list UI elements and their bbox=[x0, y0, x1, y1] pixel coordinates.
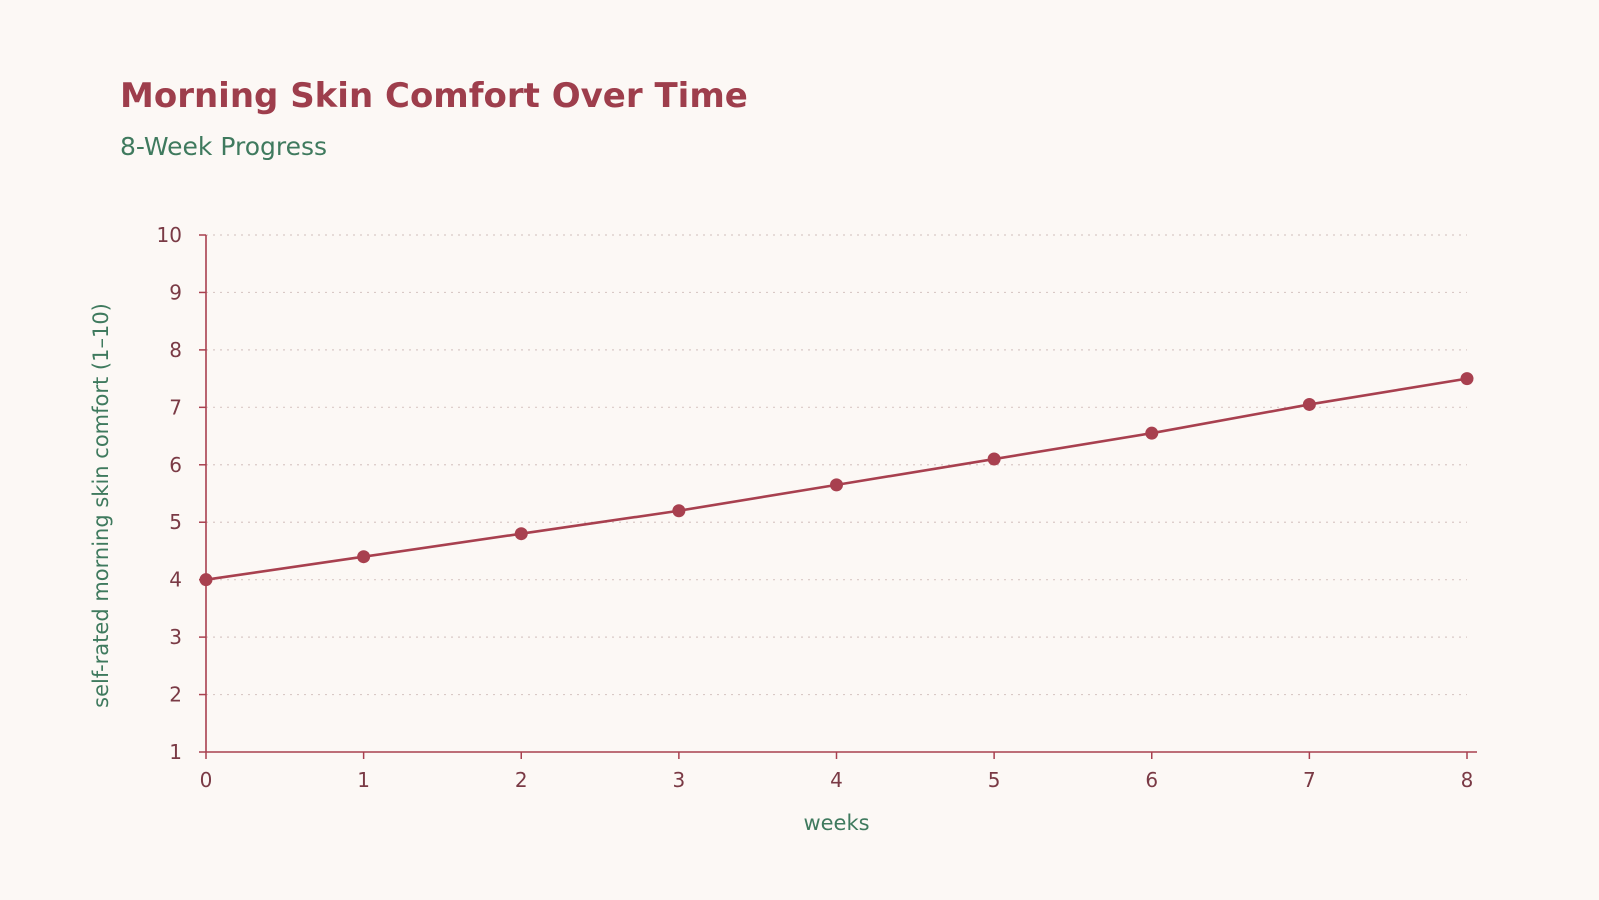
data-point-week-6 bbox=[1145, 426, 1159, 440]
y-tick-label-5: 5 bbox=[169, 510, 182, 534]
chart-subtitle: 8-Week Progress bbox=[120, 132, 328, 161]
x-tick-label-6: 6 bbox=[1145, 768, 1158, 792]
x-tick-label-4: 4 bbox=[830, 768, 843, 792]
y-tick-label-1: 1 bbox=[169, 740, 182, 764]
data-point-week-8 bbox=[1460, 372, 1474, 386]
grid-lines bbox=[206, 234, 1467, 696]
data-point-week-2 bbox=[514, 527, 528, 541]
x-tick-label-8: 8 bbox=[1461, 768, 1474, 792]
y-tick-label-9: 9 bbox=[169, 280, 182, 304]
x-tick-label-3: 3 bbox=[673, 768, 686, 792]
data-point-week-7 bbox=[1302, 397, 1316, 411]
chart-title: Morning Skin Comfort Over Time bbox=[120, 76, 748, 116]
data-point-week-0 bbox=[199, 573, 213, 587]
y-axis-title: self-rated morning skin comfort (1–10) bbox=[89, 303, 113, 708]
y-tick-label-6: 6 bbox=[169, 453, 182, 477]
x-tick-label-1: 1 bbox=[357, 768, 370, 792]
x-tick-label-2: 2 bbox=[515, 768, 528, 792]
x-tick-label-0: 0 bbox=[200, 768, 213, 792]
series bbox=[199, 372, 1474, 587]
y-tick-label-4: 4 bbox=[169, 568, 182, 592]
x-tick-label-7: 7 bbox=[1303, 768, 1316, 792]
axes bbox=[205, 235, 1477, 753]
y-tick-label-7: 7 bbox=[169, 395, 182, 419]
y-tick-label-3: 3 bbox=[169, 625, 182, 649]
data-point-week-3 bbox=[672, 504, 686, 518]
data-point-week-1 bbox=[357, 550, 371, 564]
data-point-week-4 bbox=[830, 478, 843, 492]
y-tick-label-8: 8 bbox=[169, 338, 182, 362]
y-tick-label-10: 10 bbox=[157, 223, 182, 247]
data-point-week-5 bbox=[987, 452, 1001, 466]
y-tick-label-2: 2 bbox=[169, 683, 182, 707]
x-axis-title: weeks bbox=[803, 811, 869, 835]
x-tick-label-5: 5 bbox=[988, 768, 1001, 792]
